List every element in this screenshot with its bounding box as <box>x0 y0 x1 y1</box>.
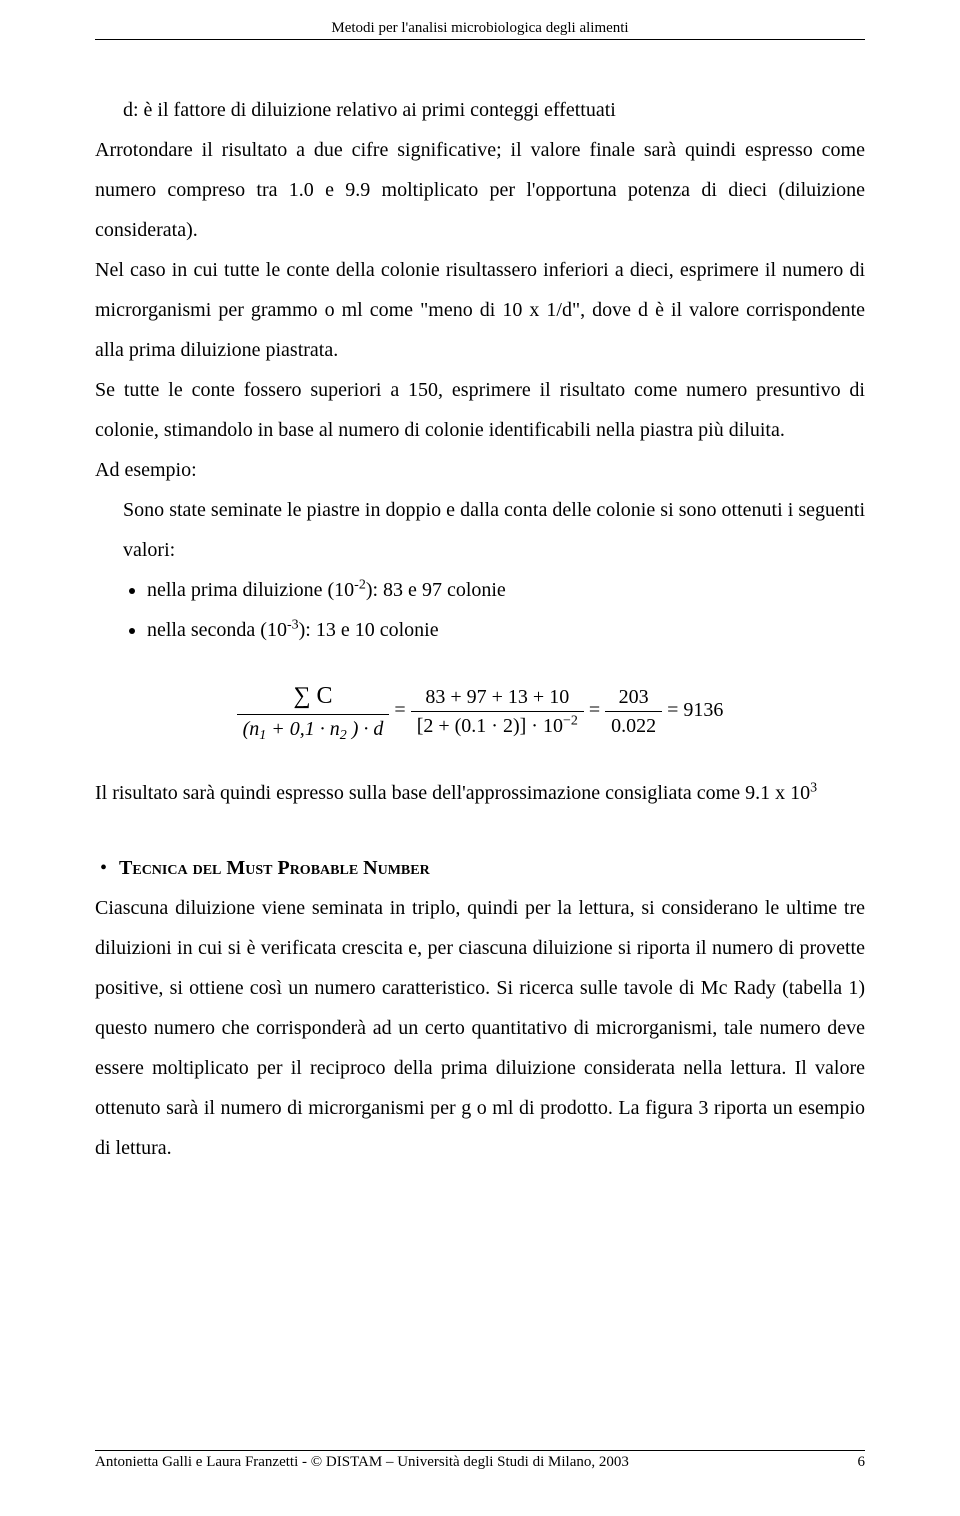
fraction-3: 203 0.022 <box>605 683 662 740</box>
paragraph-example-intro: Sono state seminate le piastre in doppio… <box>123 490 865 570</box>
eq2: = <box>589 699 600 721</box>
document-page: Metodi per l'analisi microbiologica degl… <box>0 0 960 1516</box>
den1a: (n <box>243 718 260 740</box>
b2-sup: -3 <box>287 617 299 632</box>
b1-pre: nella prima diluizione (10 <box>147 579 354 601</box>
b1-sup: -2 <box>354 577 366 592</box>
bullet-first-dilution: nella prima diluizione (10-2): 83 e 97 c… <box>147 570 865 610</box>
section-bullet: • <box>100 857 107 879</box>
b1-post: ): 83 e 97 colonie <box>366 579 506 601</box>
paragraph-high-count: Se tutte le conte fossero superiori a 15… <box>95 370 865 450</box>
num2: 83 + 97 + 13 + 10 <box>411 683 584 712</box>
den2a: [2 + (0.1 · 2)] · 10 <box>417 715 563 737</box>
paragraph-mpn: Ciascuna diluizione viene seminata in tr… <box>95 888 865 1168</box>
definition-line: d: è il fattore di diluizione relativo a… <box>123 90 865 130</box>
fraction-1: ∑ C (n1 + 0,1 · n2 ) · d <box>237 680 390 743</box>
paragraph-example-lead: Ad esempio: <box>95 450 865 490</box>
eq1: = <box>394 699 405 721</box>
page-footer: Antonietta Galli e Laura Franzetti - © D… <box>95 1450 865 1471</box>
b2-post: ): 13 e 10 colonie <box>299 619 439 641</box>
bullet-second-dilution: nella seconda (10-3): 13 e 10 colonie <box>147 610 865 650</box>
page-header: Metodi per l'analisi microbiologica degl… <box>95 20 865 40</box>
section-heading: Tecnica del Must Probable Number <box>119 857 430 879</box>
footer-credits: Antonietta Galli e Laura Franzetti - © D… <box>95 1454 629 1471</box>
paragraph-result: Il risultato sarà quindi espresso sulla … <box>95 773 865 813</box>
body-content: d: è il fattore di diluizione relativo a… <box>95 90 865 1168</box>
eq3: = 9136 <box>667 699 723 721</box>
header-title: Metodi per l'analisi microbiologica degl… <box>331 20 628 36</box>
paragraph-low-count: Nel caso in cui tutte le conte della col… <box>95 250 865 370</box>
paragraph-rounding: Arrotondare il risultato a due cifre sig… <box>95 130 865 250</box>
den1s2: 2 <box>340 728 347 743</box>
den1c: ) · d <box>347 718 384 740</box>
footer-page-number: 6 <box>858 1454 866 1471</box>
sigma-c: ∑ C <box>293 683 332 709</box>
p7sup: 3 <box>810 780 817 795</box>
dilution-bullets: nella prima diluizione (10-2): 83 e 97 c… <box>95 570 865 650</box>
b2-pre: nella seconda (10 <box>147 619 287 641</box>
den2sup: −2 <box>563 713 578 728</box>
den3: 0.022 <box>605 712 662 740</box>
fraction-2: 83 + 97 + 13 + 10 [2 + (0.1 · 2)] · 10−2 <box>411 683 584 740</box>
num3: 203 <box>605 683 662 712</box>
p7a: Il risultato sarà quindi espresso sulla … <box>95 782 810 804</box>
section-heading-row: • Tecnica del Must Probable Number <box>95 848 865 888</box>
den1b: + 0,1 · n <box>266 718 340 740</box>
calculation-formula: ∑ C (n1 + 0,1 · n2 ) · d = 83 + 97 + 13 … <box>95 680 865 743</box>
